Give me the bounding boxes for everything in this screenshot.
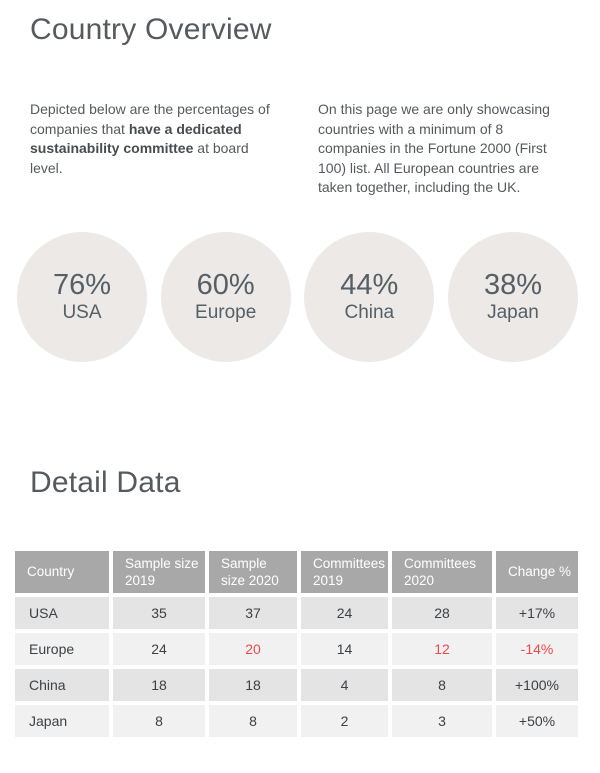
stat-value-japan: 38% (483, 268, 542, 301)
intro-section: Depicted below are the percentages of co… (0, 100, 600, 198)
header-cell-sample-size-2020: Sample size 2020 (209, 550, 297, 593)
cell-japan-change: +50% (496, 704, 578, 737)
intro-left-text-post: at board level. (30, 140, 249, 176)
cell-usa-country: USA (15, 596, 109, 629)
cell-japan-country: Japan (15, 704, 109, 737)
stat-value-europe: 60% (196, 268, 255, 301)
cell-europe-sample-2020: 20 (209, 632, 297, 665)
cell-china-committees-2019: 4 (301, 668, 388, 701)
intro-left-text-bold: have a dedicated sustainability committe… (30, 120, 242, 157)
stat-circles-row: 76% USA 60% Europe 44% China 38% Japan (17, 231, 578, 362)
cell-japan-committees-2020: 3 (392, 704, 492, 737)
cell-europe-committees-2020: 12 (392, 632, 492, 665)
stat-label-europe: Europe (195, 301, 257, 323)
table-body: USA 35 37 24 28 +17% Europe 24 20 14 12 … (15, 596, 578, 737)
stat-value-china: 44% (340, 268, 399, 301)
stat-circle-china: 44% China (304, 231, 435, 362)
cell-japan-committees-2019: 2 (301, 704, 388, 737)
cell-usa-sample-2020: 37 (209, 596, 297, 629)
header-cell-committees-2020: Committees 2020 (392, 550, 492, 593)
cell-usa-change: +17% (496, 596, 578, 629)
header-cell-sample-size-2019: Sample size 2019 (113, 550, 205, 593)
intro-left-paragraph: Depicted below are the percentages of co… (30, 100, 282, 198)
detail-data-table: Country Sample size 2019 Sample size 202… (11, 547, 582, 741)
cell-china-country: China (15, 668, 109, 701)
cell-europe-committees-2019: 14 (301, 632, 388, 665)
cell-china-change: +100% (496, 668, 578, 701)
header-cell-change-pct: Change % (496, 550, 578, 593)
cell-usa-committees-2020: 28 (392, 596, 492, 629)
stat-label-usa: USA (62, 301, 102, 323)
cell-europe-country: Europe (15, 632, 109, 665)
table-header: Country Sample size 2019 Sample size 202… (15, 550, 578, 593)
stat-label-china: China (344, 301, 395, 323)
cell-europe-sample-2019: 24 (113, 632, 205, 665)
header-cell-committees-2019: Committees 2019 (301, 550, 388, 593)
cell-usa-sample-2019: 35 (113, 596, 205, 629)
cell-china-sample-2019: 18 (113, 668, 205, 701)
table-header-row: Country Sample size 2019 Sample size 202… (15, 550, 578, 593)
cell-china-sample-2020: 18 (209, 668, 297, 701)
table-row-europe: Europe 24 20 14 12 -14% (15, 632, 578, 665)
stat-value-usa: 76% (52, 268, 112, 301)
table-row-usa: USA 35 37 24 28 +17% (15, 596, 578, 629)
cell-europe-change: -14% (496, 632, 578, 665)
intro-left-text-pre: Depicted below are the percentages of co… (30, 101, 270, 137)
stat-circle-japan: 38% Japan (447, 231, 578, 362)
table-row-china: China 18 18 4 8 +100% (15, 668, 578, 701)
cell-japan-sample-2020: 8 (209, 704, 297, 737)
stat-label-japan: Japan (487, 301, 539, 323)
page-title: Country Overview (30, 13, 272, 46)
intro-right-paragraph: On this page we are only showcasing coun… (318, 101, 550, 195)
stat-circle-europe: 60% Europe (160, 231, 291, 362)
section-title: Detail Data (30, 465, 181, 499)
stat-circle-usa: 76% USA (17, 231, 147, 362)
cell-usa-committees-2019: 24 (301, 596, 388, 629)
header-cell-country: Country (15, 550, 109, 593)
table-row-japan: Japan 8 8 2 3 +50% (15, 704, 578, 737)
cell-japan-sample-2019: 8 (113, 704, 205, 737)
cell-china-committees-2020: 8 (392, 668, 492, 701)
